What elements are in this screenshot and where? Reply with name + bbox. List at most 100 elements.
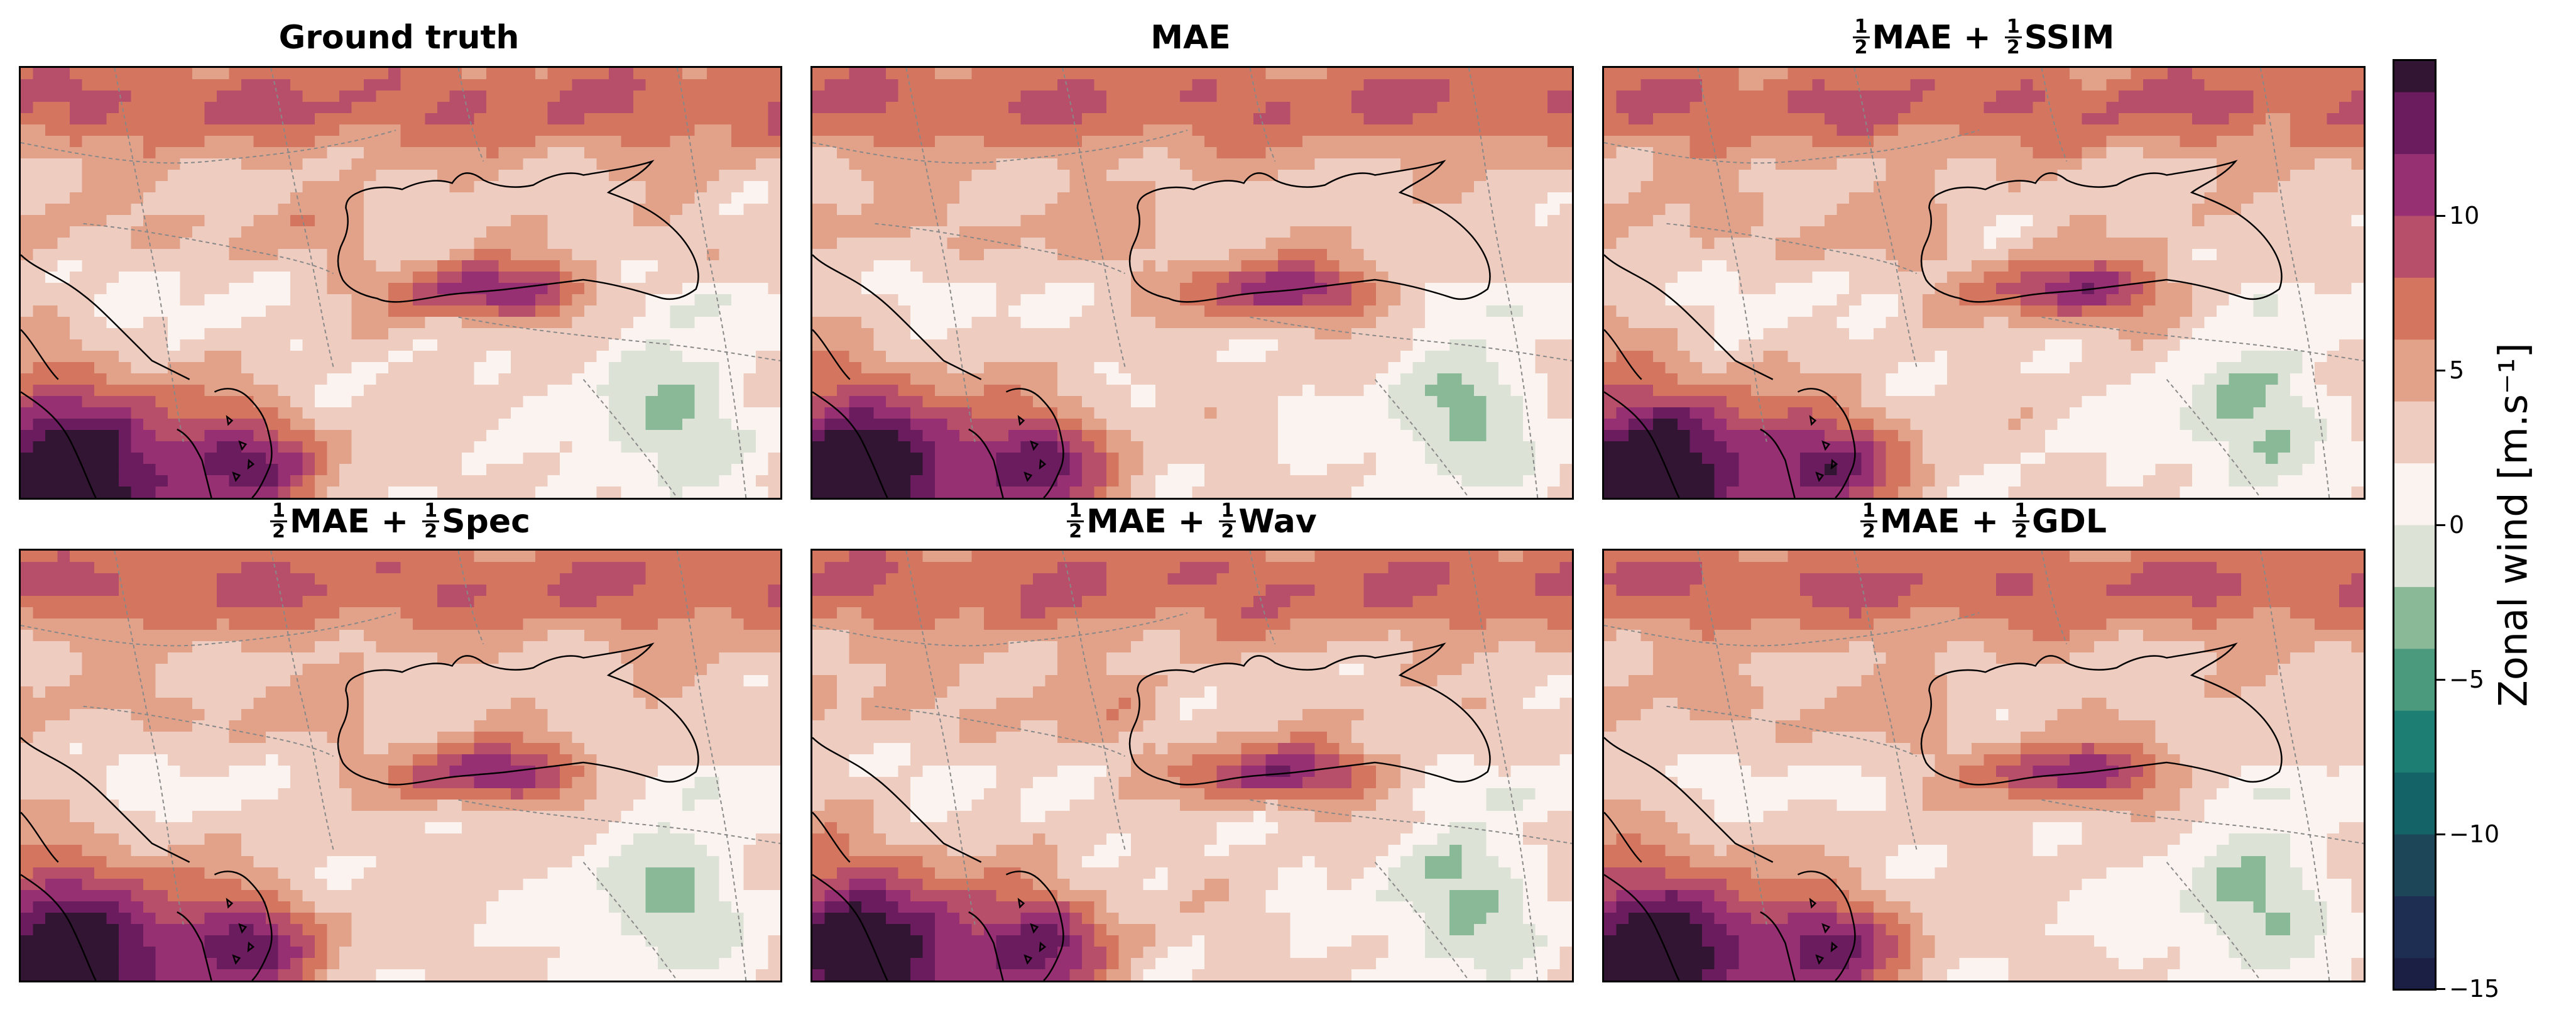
grid-cell bbox=[1216, 214, 1230, 227]
grid-cell bbox=[1032, 283, 1046, 295]
grid-cell bbox=[1486, 113, 1499, 125]
grid-cell bbox=[266, 226, 279, 238]
grid-cell bbox=[1689, 68, 1703, 80]
grid-cell bbox=[376, 429, 389, 442]
grid-cell bbox=[1045, 158, 1058, 170]
grid-cell bbox=[707, 113, 720, 125]
grid-cell bbox=[57, 486, 70, 498]
grid-cell bbox=[1082, 351, 1095, 363]
grid-cell bbox=[241, 113, 254, 125]
grid-cell bbox=[45, 124, 58, 136]
grid-cell bbox=[1253, 238, 1267, 250]
grid-cell bbox=[1535, 294, 1548, 306]
grid-cell bbox=[21, 486, 34, 498]
grid-cell bbox=[572, 316, 585, 329]
grid-cell bbox=[861, 260, 875, 272]
grid-cell bbox=[1253, 396, 1267, 408]
grid-cell bbox=[1192, 260, 1205, 272]
grid-cell bbox=[873, 113, 887, 125]
grid-cell bbox=[1375, 441, 1389, 453]
grid-cell bbox=[609, 260, 622, 272]
grid-cell bbox=[824, 373, 838, 385]
grid-cell bbox=[523, 271, 536, 283]
grid-cell bbox=[180, 249, 193, 261]
grid-cell bbox=[1106, 169, 1120, 182]
grid-cell bbox=[155, 407, 168, 419]
grid-cell bbox=[70, 362, 83, 374]
grid-cell bbox=[302, 327, 315, 340]
grid-cell bbox=[836, 214, 850, 227]
grid-cell bbox=[1278, 192, 1291, 204]
grid-cell bbox=[645, 79, 658, 91]
grid-cell bbox=[180, 101, 193, 114]
grid-cell bbox=[768, 158, 780, 170]
grid-cell bbox=[510, 203, 524, 216]
grid-cell bbox=[812, 283, 826, 295]
grid-cell bbox=[1351, 407, 1365, 419]
grid-cell bbox=[849, 294, 862, 306]
grid-cell bbox=[547, 362, 560, 374]
grid-cell bbox=[670, 238, 683, 250]
grid-cell bbox=[1522, 147, 1536, 159]
grid-cell bbox=[584, 192, 598, 204]
grid-cell bbox=[1559, 124, 1572, 136]
grid-cell bbox=[694, 384, 707, 397]
grid-cell bbox=[498, 486, 511, 498]
grid-cell bbox=[314, 453, 328, 465]
grid-cell bbox=[131, 283, 144, 295]
grid-cell bbox=[131, 396, 144, 408]
grid-cell bbox=[1326, 316, 1340, 329]
grid-cell bbox=[1449, 113, 1463, 125]
grid-cell bbox=[241, 181, 254, 193]
grid-cell bbox=[1412, 68, 1426, 80]
grid-cell bbox=[1167, 124, 1181, 136]
grid-cell bbox=[1375, 339, 1389, 351]
grid-cell bbox=[861, 79, 875, 91]
grid-cell bbox=[1616, 68, 1629, 80]
grid-cell bbox=[621, 384, 634, 397]
grid-cell bbox=[1216, 407, 1230, 419]
grid-cell bbox=[290, 418, 303, 431]
grid-cell bbox=[155, 136, 168, 148]
grid-cell bbox=[947, 418, 960, 431]
grid-cell bbox=[682, 418, 696, 431]
grid-cell bbox=[217, 79, 230, 91]
grid-cell bbox=[1204, 214, 1218, 227]
grid-cell bbox=[572, 192, 585, 204]
grid-cell bbox=[1069, 249, 1083, 261]
grid-cell bbox=[204, 113, 217, 125]
grid-cell bbox=[523, 327, 536, 340]
grid-cell bbox=[849, 475, 862, 487]
grid-cell bbox=[449, 79, 462, 91]
grid-cell bbox=[849, 351, 862, 363]
grid-cell bbox=[1400, 453, 1414, 465]
grid-cell bbox=[1069, 339, 1083, 351]
grid-cell bbox=[449, 271, 462, 283]
grid-cell bbox=[1131, 238, 1144, 250]
grid-cell bbox=[547, 429, 560, 442]
grid-cell bbox=[1118, 441, 1132, 453]
grid-cell bbox=[229, 464, 242, 476]
grid-cell bbox=[449, 407, 462, 419]
grid-cell bbox=[609, 316, 622, 329]
grid-cell bbox=[971, 339, 985, 351]
grid-cell bbox=[1449, 79, 1463, 91]
grid-cell bbox=[596, 271, 609, 283]
grid-cell bbox=[437, 475, 450, 487]
grid-cell bbox=[535, 147, 548, 159]
grid-cell bbox=[1179, 91, 1193, 102]
grid-cell bbox=[1167, 429, 1181, 442]
grid-cell bbox=[1375, 464, 1389, 476]
grid-cell bbox=[1498, 238, 1512, 250]
grid-cell bbox=[959, 158, 973, 170]
grid-cell bbox=[596, 453, 609, 465]
grid-cell bbox=[1094, 464, 1107, 476]
grid-cell bbox=[1363, 396, 1377, 408]
grid-cell bbox=[1339, 429, 1352, 442]
grid-cell bbox=[1131, 226, 1144, 238]
grid-cell bbox=[155, 453, 168, 465]
grid-cell bbox=[1302, 192, 1316, 204]
grid-cell bbox=[180, 79, 193, 91]
grid-cell bbox=[1082, 181, 1095, 193]
grid-cell bbox=[935, 294, 948, 306]
